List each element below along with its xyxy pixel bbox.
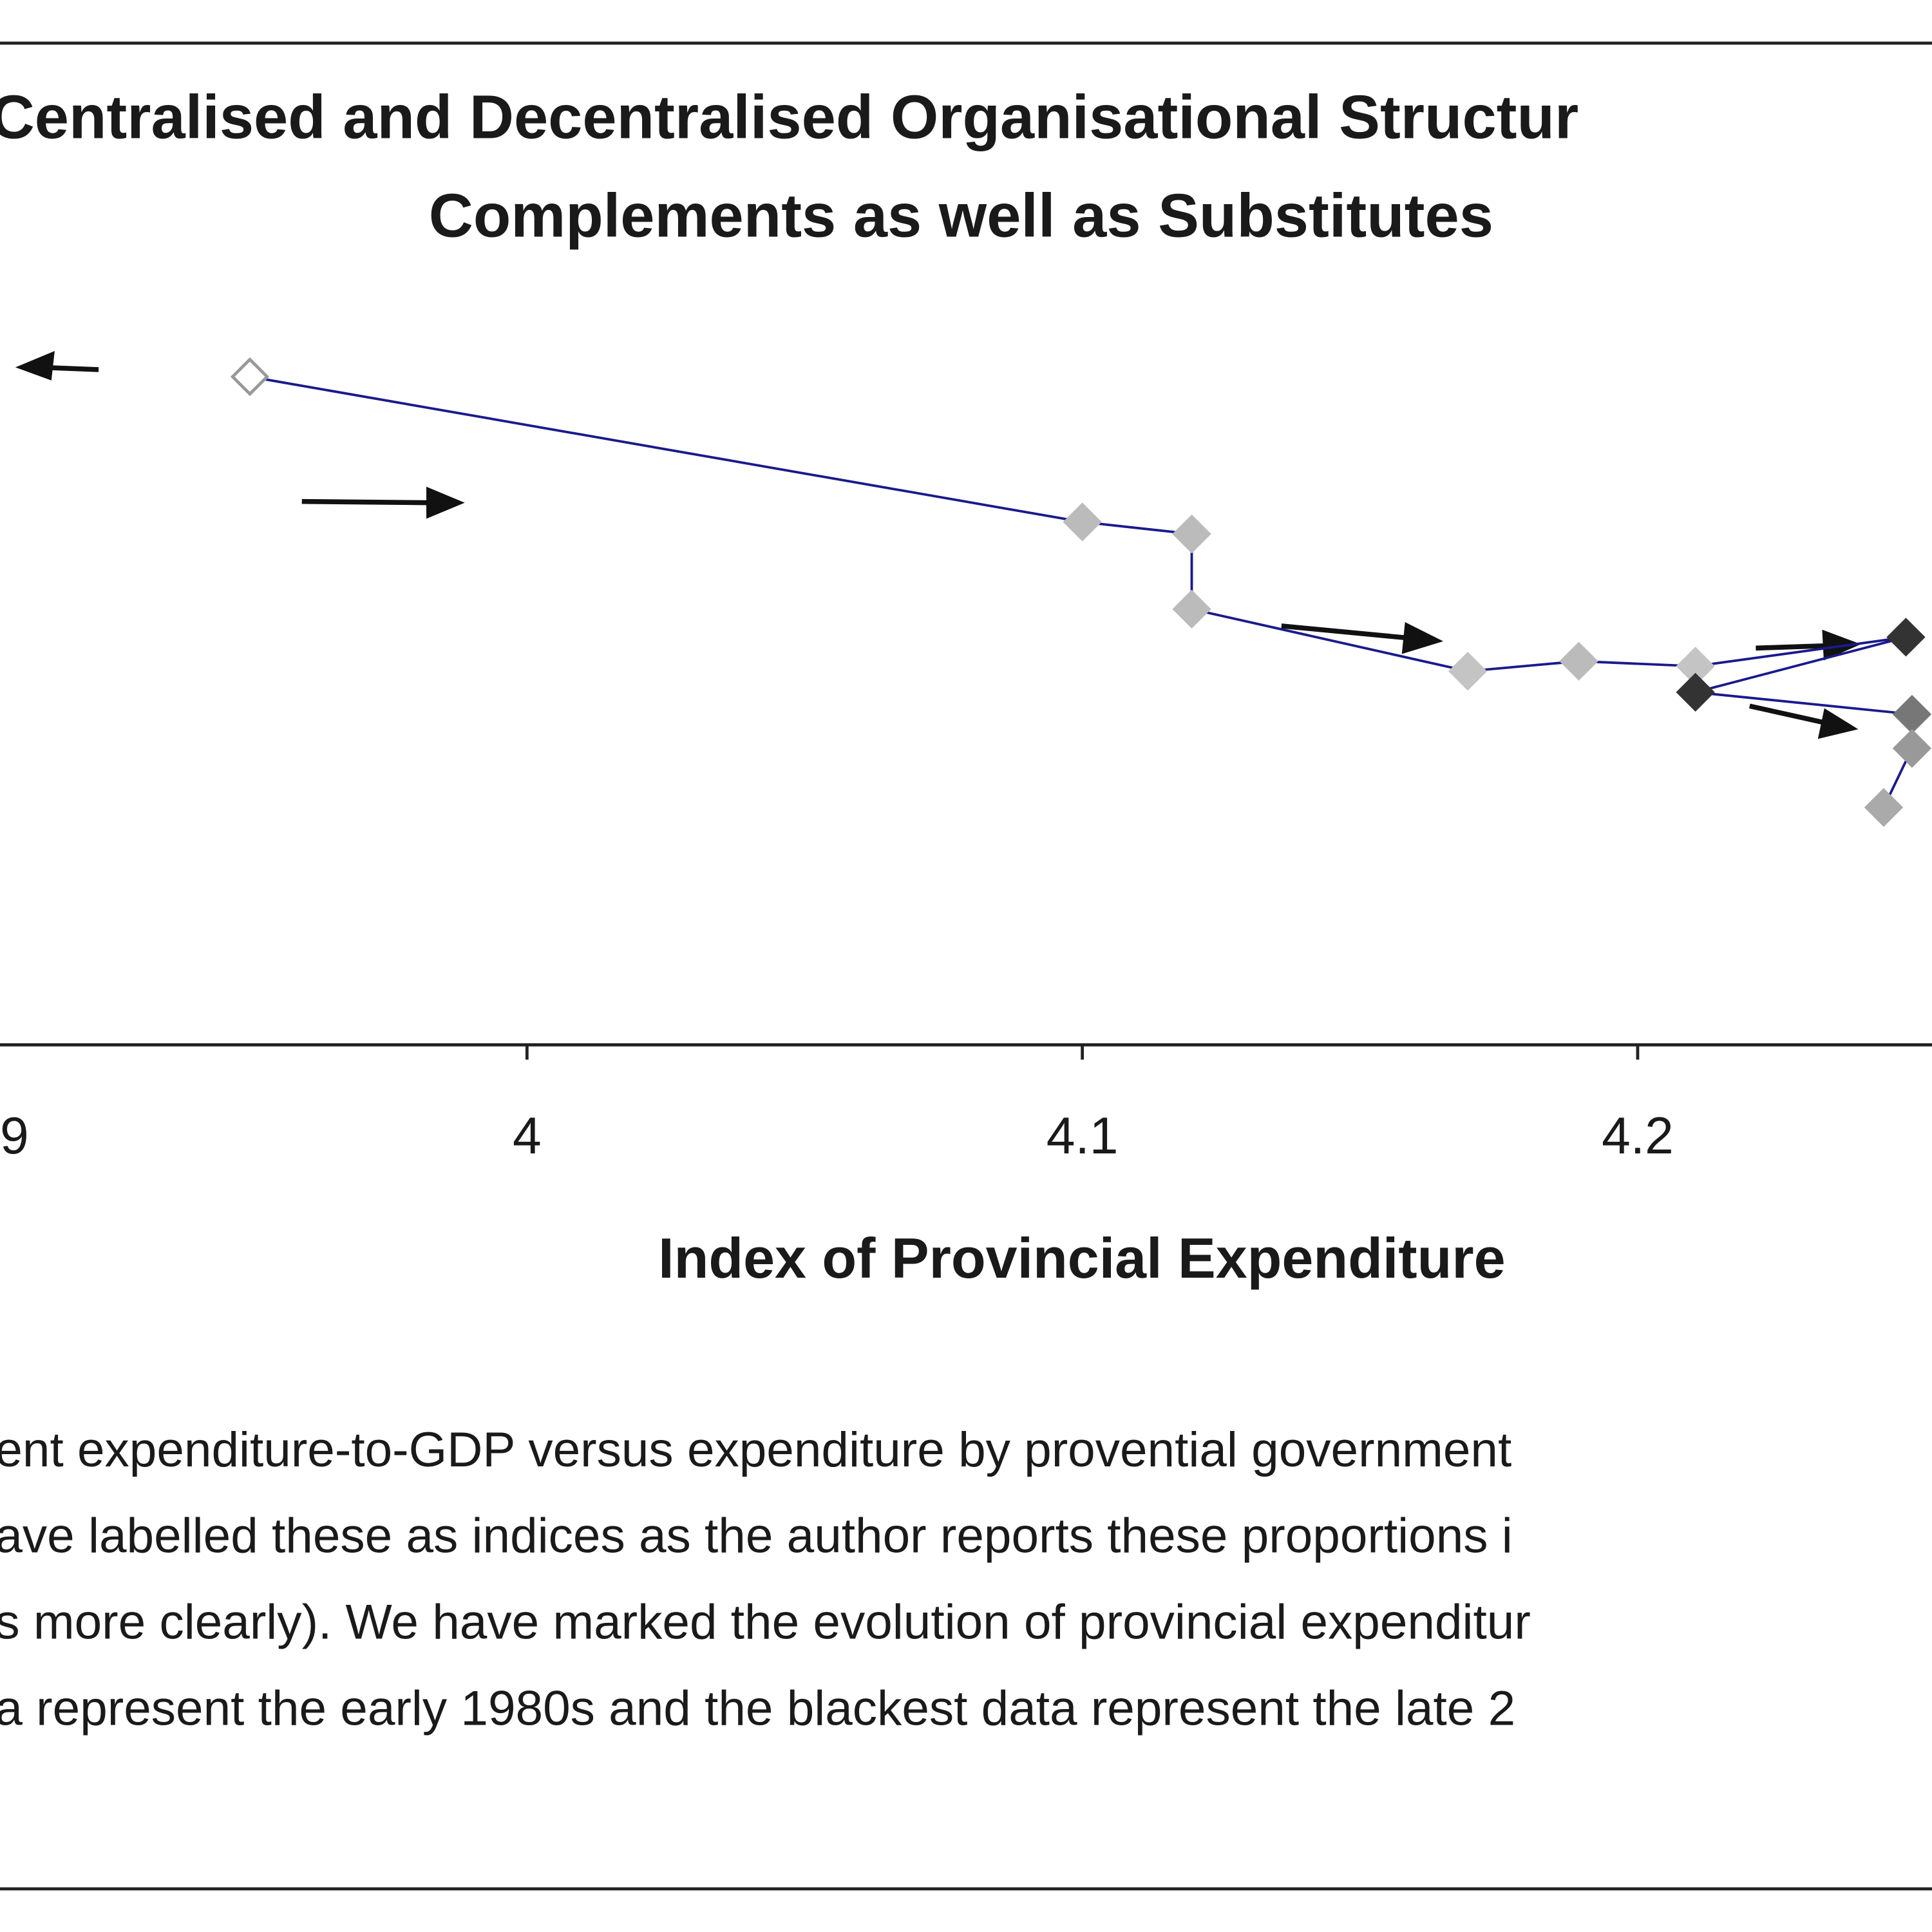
point bbox=[1448, 652, 1488, 691]
caption: ent expenditure-to-GDP versus expenditur… bbox=[0, 1423, 1511, 1477]
point bbox=[1559, 641, 1598, 681]
chart-title: Complements as well as Substitutes bbox=[429, 181, 1493, 250]
x-tick-label: 9 bbox=[0, 1107, 29, 1165]
direction-arrows bbox=[15, 350, 1861, 739]
x-axis-label: Index of Provincial Expenditure bbox=[658, 1226, 1505, 1290]
point bbox=[1172, 514, 1211, 554]
caption: ave labelled these as indices as the aut… bbox=[0, 1509, 1513, 1564]
series-line bbox=[249, 375, 1913, 808]
x-tick-label: 4.2 bbox=[1602, 1107, 1674, 1165]
point bbox=[1886, 618, 1926, 657]
chart-title: Centralised and Decentralised Organisati… bbox=[0, 82, 1578, 151]
point bbox=[1172, 589, 1211, 629]
point bbox=[1864, 788, 1904, 827]
x-tick-label: 4.1 bbox=[1046, 1107, 1119, 1165]
caption: s more clearly). We have marked the evol… bbox=[0, 1595, 1531, 1650]
point bbox=[1892, 728, 1932, 768]
x-tick-label: 4 bbox=[513, 1107, 542, 1165]
point bbox=[1892, 694, 1932, 734]
point bbox=[230, 357, 270, 397]
point bbox=[1676, 672, 1715, 712]
plot-area bbox=[230, 357, 1932, 827]
caption: a represent the early 1980s and the blac… bbox=[0, 1681, 1515, 1736]
point bbox=[1063, 502, 1102, 542]
